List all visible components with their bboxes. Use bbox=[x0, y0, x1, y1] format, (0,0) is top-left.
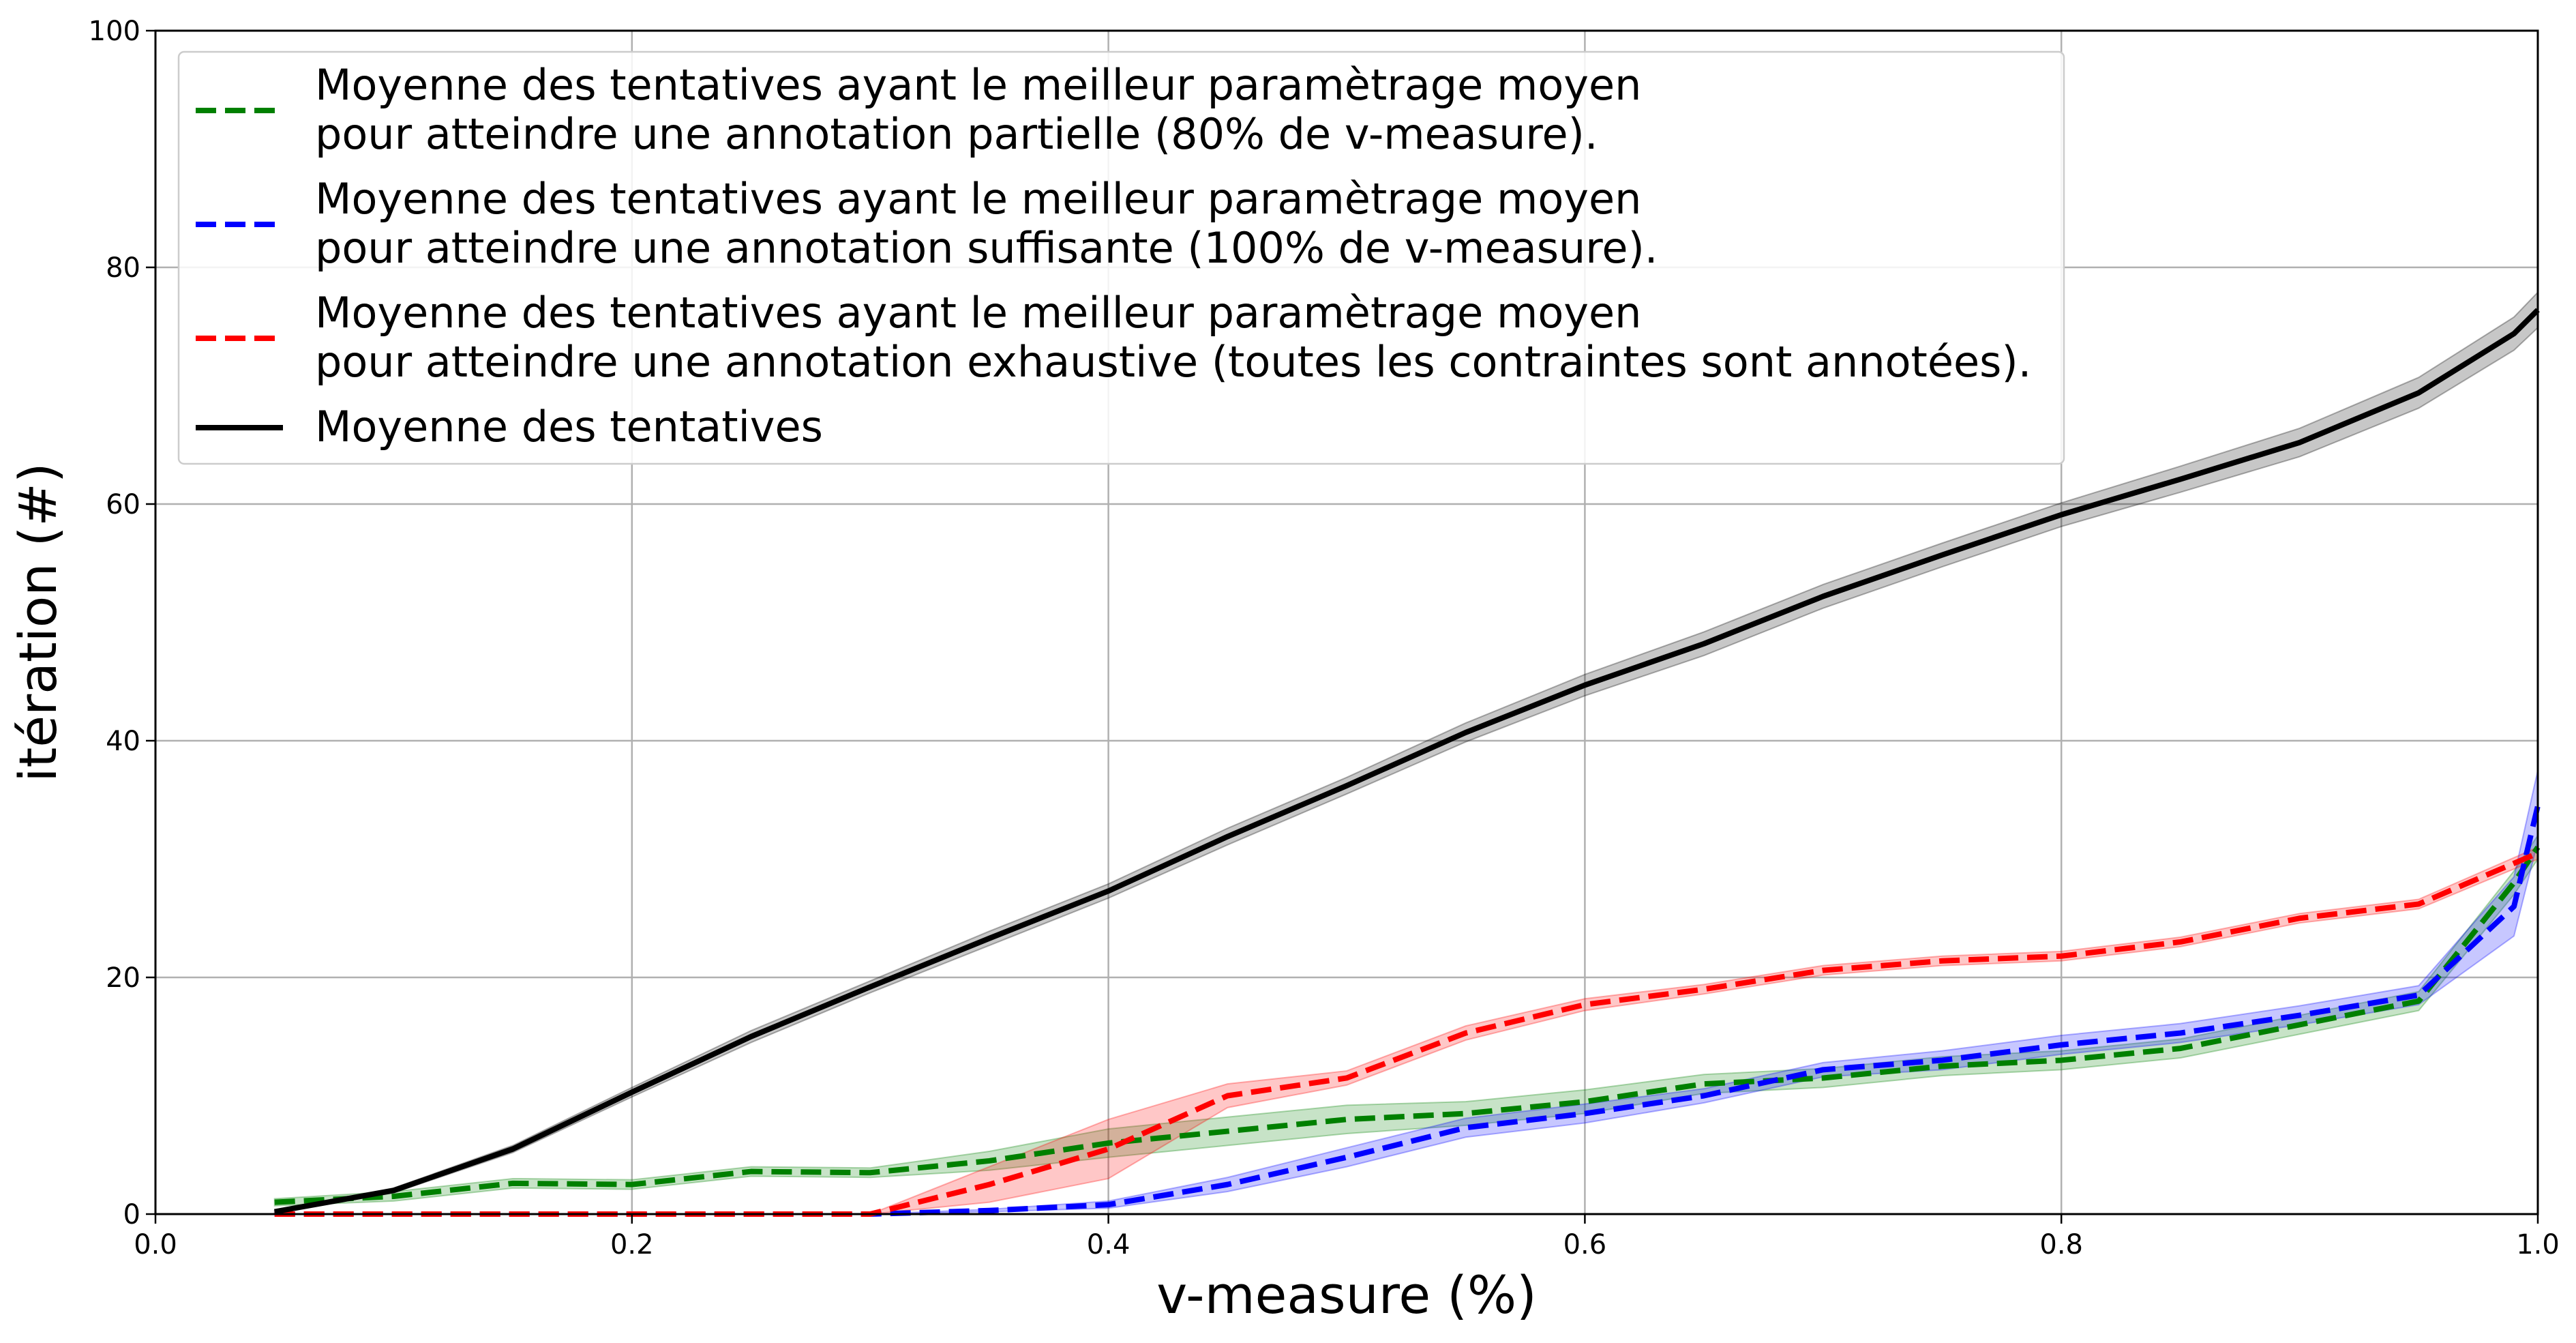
x-tick-label: 0.6 bbox=[1563, 1229, 1607, 1260]
y-tick-label: 40 bbox=[106, 726, 140, 757]
x-tick-label: 1.0 bbox=[2516, 1229, 2560, 1260]
plot-frame bbox=[154, 29, 2539, 1215]
legend-label-1: Moyenne des tentatives ayant le meilleur… bbox=[315, 174, 1641, 224]
legend-label-3: Moyenne des tentatives bbox=[315, 402, 823, 452]
y-tick-label: 60 bbox=[106, 489, 140, 520]
series-line-0 bbox=[274, 845, 2541, 1205]
series-line-2 bbox=[274, 851, 2539, 1217]
x-tick-label: 0.4 bbox=[1087, 1229, 1130, 1260]
y-tick-label: 0 bbox=[123, 1199, 140, 1230]
legend-label-1: pour atteindre une annotation suffisante… bbox=[315, 223, 1658, 273]
x-tick-label: 0.2 bbox=[610, 1229, 654, 1260]
legend-label-0: Moyenne des tentatives ayant le meilleur… bbox=[315, 60, 1641, 110]
legend-box bbox=[177, 50, 2065, 465]
legend-label-0: pour atteindre une annotation partielle … bbox=[315, 109, 1598, 159]
y-tick-label: 80 bbox=[106, 252, 140, 284]
y-tick-label: 100 bbox=[89, 16, 140, 47]
x-axis-title: v-measure (%) bbox=[1156, 1265, 1537, 1325]
y-axis-title: itération (#) bbox=[8, 462, 68, 782]
y-tick-label: 20 bbox=[106, 962, 140, 994]
series-line-3 bbox=[273, 308, 2540, 1215]
legend: Moyenne des tentatives ayant le meilleur… bbox=[177, 50, 2065, 465]
x-tick-label: 0.0 bbox=[134, 1229, 177, 1260]
legend-label-2: pour atteindre une annotation exhaustive… bbox=[315, 337, 2031, 387]
axis-ticks: 0.0 0.2 0.4 0.6 0.8 1.0 0 20 40 60 80 100 bbox=[89, 16, 2560, 1260]
x-tick-label: 0.8 bbox=[2039, 1229, 2083, 1260]
legend-label-2: Moyenne des tentatives ayant le meilleur… bbox=[315, 288, 1641, 338]
